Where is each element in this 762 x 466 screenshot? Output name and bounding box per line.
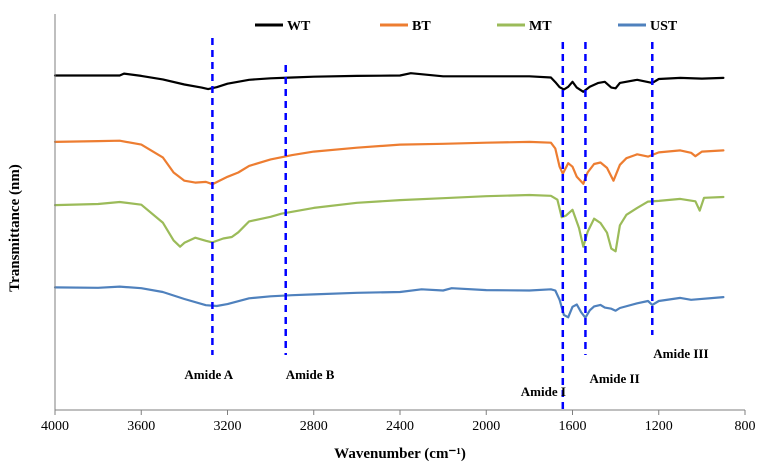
x-tick-label: 1200 bbox=[645, 419, 673, 434]
series-line-bt bbox=[53, 139, 725, 186]
x-tick-label: 3600 bbox=[127, 419, 155, 434]
annotation-amide-a: Amide A bbox=[184, 367, 233, 382]
series-line-mt bbox=[53, 193, 725, 253]
series-line-ust bbox=[53, 285, 725, 319]
x-tick-label: 2400 bbox=[386, 419, 414, 434]
series-layer bbox=[53, 72, 725, 319]
legend-label-ust: UST bbox=[650, 19, 678, 34]
annotation-amide-i: Amide I bbox=[521, 384, 566, 399]
x-tick-label: 4000 bbox=[41, 419, 69, 434]
x-tick-label: 3200 bbox=[214, 419, 242, 434]
x-tick-label: 1600 bbox=[559, 419, 587, 434]
x-tick-label: 2000 bbox=[472, 419, 500, 434]
reference-line-layer: Amide A Amide B Amide I Amide II Amide III bbox=[184, 38, 709, 410]
x-axis-title: Wavenumber (cm⁻¹) bbox=[334, 446, 466, 462]
legend-label-mt: MT bbox=[529, 19, 552, 34]
series-line-wt bbox=[53, 72, 725, 93]
legend: WT BT MT UST bbox=[255, 19, 678, 34]
x-tick-label: 2800 bbox=[300, 419, 328, 434]
legend-label-bt: BT bbox=[412, 19, 431, 34]
annotation-amide-iii: Amide III bbox=[653, 346, 708, 361]
axis-layer: 4000 3600 3200 2800 2400 2000 1600 1200 800 bbox=[41, 14, 756, 434]
annotation-amide-ii: Amide II bbox=[589, 371, 639, 386]
legend-label-wt: WT bbox=[287, 19, 311, 34]
x-tick-label: 800 bbox=[735, 419, 756, 434]
y-axis-title: Transmittance (nm) bbox=[7, 164, 23, 292]
annotation-amide-b: Amide B bbox=[286, 367, 335, 382]
